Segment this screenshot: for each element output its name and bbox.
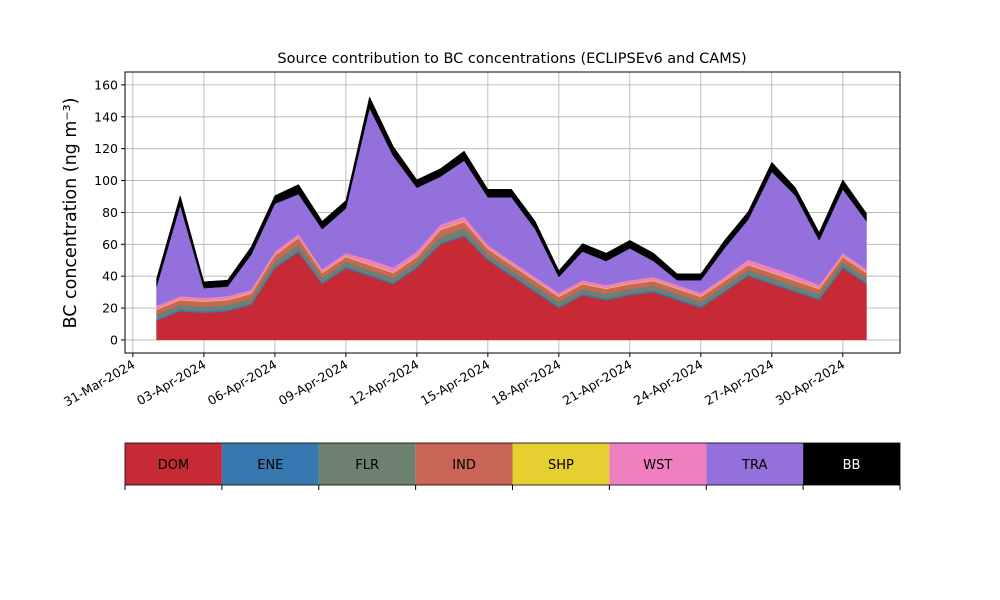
y-tick-label: 140: [94, 109, 118, 124]
y-tick-label: 0: [110, 332, 118, 347]
y-tick-label: 160: [94, 77, 118, 92]
y-tick-label: 40: [102, 269, 118, 284]
legend-swatch: [706, 443, 804, 485]
legend-label: SHP: [548, 458, 574, 473]
legend-swatch: [609, 443, 707, 485]
legend-label: FLR: [355, 458, 379, 473]
legend-label: DOM: [158, 458, 189, 473]
x-tick-label: 31-Mar-2024: [61, 357, 137, 410]
legend-label: ENE: [257, 458, 283, 473]
legend-swatch: [803, 443, 900, 485]
x-tick-label: 27-Apr-2024: [702, 357, 776, 409]
x-tick-label: 03-Apr-2024: [134, 357, 208, 409]
x-tick-label: 15-Apr-2024: [418, 357, 492, 409]
chart-title: Source contribution to BC concentrations…: [277, 51, 746, 67]
y-tick-label: 100: [94, 173, 118, 188]
legend-label: BB: [843, 458, 861, 473]
x-tick-label: 30-Apr-2024: [773, 357, 847, 409]
y-tick-label: 80: [102, 205, 118, 220]
y-tick-label: 120: [94, 141, 118, 156]
y-axis-label: BC concentration (ng m⁻³): [61, 98, 81, 329]
x-tick-label: 24-Apr-2024: [631, 357, 705, 409]
x-tick-label: 21-Apr-2024: [560, 357, 634, 409]
legend-swatch: [125, 443, 222, 485]
legend-label: IND: [452, 458, 476, 473]
x-tick-label: 18-Apr-2024: [489, 357, 563, 409]
legend-swatch: [221, 443, 319, 485]
legend-frame: [124, 442, 901, 486]
area: [156, 96, 867, 289]
x-tick-label: 12-Apr-2024: [347, 357, 421, 409]
legend-label: WST: [643, 458, 672, 473]
legend-label: TRA: [741, 458, 767, 473]
legend-swatch: [318, 443, 416, 485]
plot-frame: [124, 71, 901, 354]
y-tick-label: 20: [102, 301, 118, 316]
x-tick-label: 06-Apr-2024: [205, 357, 279, 409]
legend-swatch: [512, 443, 610, 485]
x-tick-label: 09-Apr-2024: [276, 357, 350, 409]
legend-swatch: [415, 443, 513, 485]
y-tick-label: 60: [102, 237, 118, 252]
